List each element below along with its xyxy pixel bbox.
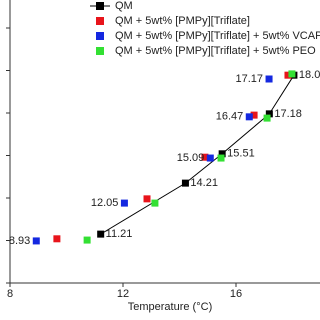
x-tick-label: 12: [117, 288, 129, 300]
legend-marker: [96, 32, 104, 40]
legend-label: QM + 5wt% [PMPy][Triflate] + 5wt% PEO: [115, 45, 316, 57]
point: [250, 111, 258, 119]
data-label: 14.21: [190, 177, 218, 189]
point: [288, 70, 296, 78]
point: [217, 154, 225, 162]
data-label: 18.05: [299, 69, 320, 81]
data-label: 11.21: [106, 228, 133, 240]
legend-marker: [96, 47, 104, 55]
x-tick-label: 8: [7, 288, 13, 300]
data-label: 17.18: [274, 108, 302, 120]
point: [263, 114, 271, 122]
point: [120, 199, 128, 207]
data-label: 8.93: [9, 235, 30, 247]
point: [206, 154, 214, 162]
legend-label: QM + 5wt% [PMPy][Triflate]: [115, 15, 250, 27]
legend-label: QM: [115, 0, 133, 12]
point: [218, 150, 226, 158]
legend-marker: [96, 17, 104, 25]
data-label: 16.47: [216, 111, 244, 123]
legend-marker: [96, 2, 104, 10]
x-axis-label: Temperature (°C): [128, 301, 212, 313]
point: [151, 199, 159, 207]
point: [83, 236, 91, 244]
point: [265, 110, 273, 118]
point: [143, 195, 151, 203]
point: [97, 230, 105, 238]
point: [181, 179, 189, 187]
point: [265, 75, 273, 83]
point: [201, 153, 209, 161]
point: [53, 235, 61, 243]
data-label: 12.05: [91, 197, 119, 209]
legend-label: QM + 5wt% [PMPy][Triflate] + 5wt% VCAP: [115, 30, 320, 42]
x-tick-label: 16: [230, 288, 242, 300]
data-label: 17.17: [236, 73, 264, 85]
data-label: 15.09: [177, 152, 205, 164]
data-label: 15.51: [227, 148, 255, 160]
point: [245, 113, 253, 121]
point: [32, 237, 40, 245]
point: [284, 71, 292, 79]
